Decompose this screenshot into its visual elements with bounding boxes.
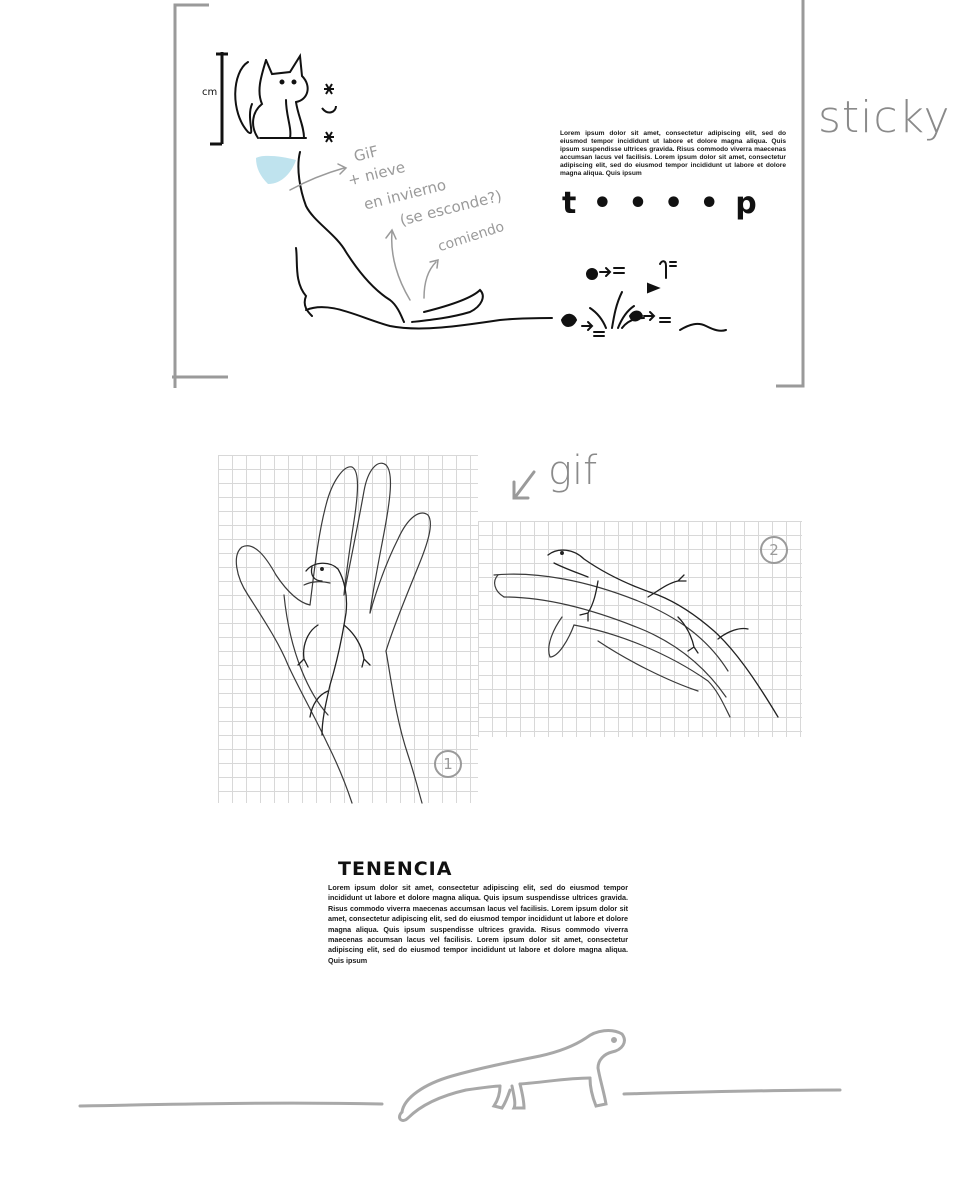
lizard-outline-icon (398, 1029, 626, 1122)
panel-2-number: 2 (760, 536, 788, 564)
food-chain-icons (560, 260, 727, 337)
footer-lizard-divider (78, 1029, 842, 1122)
bracket-frame (172, 0, 805, 388)
note-arrows (289, 163, 439, 301)
tenencia-title: TENENCIA (338, 858, 453, 880)
sketch-panel-1 (218, 455, 478, 804)
dots-label: t • • • • p (562, 186, 760, 221)
lizard-sketch-icon (297, 562, 371, 736)
tenencia-body: Lorem ipsum dolor sit amet, consectetur … (328, 883, 628, 965)
weather-symbols (321, 83, 337, 143)
sketch-panel-2 (478, 521, 802, 737)
top-description-text: Lorem ipsum dolor sit amet, consectetur … (560, 130, 786, 177)
top-sketch-canvas: cm (172, 0, 805, 388)
finger-lizard-sketch (493, 549, 779, 718)
scale-bracket (210, 52, 228, 146)
gif-label: gif (548, 448, 598, 494)
snow-patch (256, 155, 296, 184)
fox-sketch-icon (234, 52, 309, 139)
terrain-lines (295, 151, 553, 330)
sticky-label: sticky (818, 92, 951, 143)
scale-unit: cm (202, 87, 217, 98)
divider-line-left (78, 1101, 384, 1108)
hand-lizard-sketch (235, 462, 431, 804)
panel-1-number: 1 (434, 750, 462, 778)
divider-line-right (622, 1088, 842, 1096)
lizard-sketch-icon (547, 549, 779, 718)
gif-arrow-icon (512, 470, 536, 500)
